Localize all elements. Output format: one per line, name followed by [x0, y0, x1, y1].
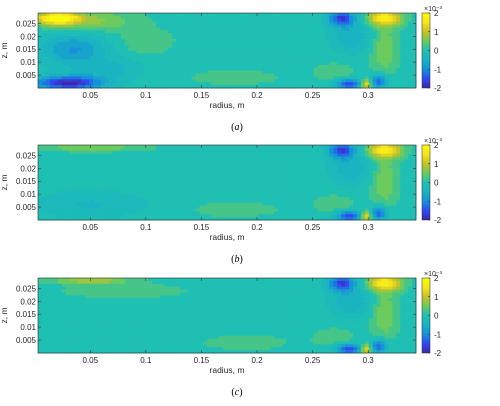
- panel-c: 0.05 0.1 0.15 0.2 0.25 0.3 0.005 0.01 0.015 0.02 0…: [0, 271, 443, 398]
- colorbar-tick-label: 2: [434, 9, 439, 18]
- colorbar-tick-label: 2: [434, 274, 439, 283]
- x-tick-label: 0.3: [363, 223, 375, 232]
- x-tick-label: 0.15: [194, 223, 210, 232]
- colorbar: 2 1 0 -1 -2 ×10⁻³: [421, 6, 443, 93]
- panel-caption: (b): [231, 254, 243, 265]
- panel-caption: (a): [231, 122, 243, 133]
- x-tick-label: 0.3: [363, 356, 375, 365]
- y-tick-label: 0.025: [16, 151, 37, 160]
- field-c: [38, 278, 417, 354]
- colorbar-tick-label: 2: [434, 141, 439, 150]
- y-axis-label: z, m: [0, 42, 9, 58]
- x-tick-label: 0.1: [140, 91, 152, 100]
- field-a: [38, 13, 417, 89]
- x-tick-label: 0.3: [363, 91, 375, 100]
- panel-b: 0.05 0.1 0.15 0.2 0.25 0.3 0.005 0.01 0.015 0.02 0…: [0, 138, 443, 265]
- panel-a: 0.05 0.1 0.15 0.2 0.25 0.3 0.005 0.01 0.015 0.02 0…: [0, 6, 443, 133]
- x-tick-label: 0.25: [305, 223, 321, 232]
- colorbar-exponent: ×10⁻³: [424, 138, 443, 145]
- colorbar-tick-label: -1: [434, 330, 442, 339]
- x-tick-label: 0.1: [140, 356, 152, 365]
- colorbar-tick-label: 0: [434, 179, 439, 188]
- y-tick-label: 0.01: [20, 323, 36, 332]
- colorbar-tick-label: 1: [434, 28, 439, 37]
- colorbar: 2 1 0 -1 -2 ×10⁻³: [421, 271, 443, 358]
- x-tick-label: 0.15: [194, 356, 210, 365]
- y-tick-label: 0.015: [16, 177, 37, 186]
- axes-frame: [37, 12, 417, 89]
- y-tick-label: 0.01: [20, 58, 36, 67]
- x-tick-label: 0.2: [251, 91, 263, 100]
- y-tick-label: 0.015: [16, 45, 37, 54]
- x-tick-label: 0.1: [140, 223, 152, 232]
- x-tick-label: 0.05: [82, 223, 98, 232]
- colorbar-tick-label: 0: [434, 47, 439, 56]
- axes-frame: [37, 277, 417, 354]
- x-tick-label: 0.2: [251, 356, 263, 365]
- y-tick-label: 0.025: [16, 284, 37, 293]
- x-tick-label: 0.05: [82, 356, 98, 365]
- colorbar-tick-label: -1: [434, 65, 442, 74]
- y-axis-label: z, m: [0, 174, 9, 190]
- colorbar-exponent: ×10⁻³: [424, 6, 443, 13]
- y-axis-label: z, m: [0, 307, 9, 323]
- colorbar-tick-label: -2: [434, 84, 442, 93]
- y-tick-label: 0.01: [20, 190, 36, 199]
- x-axis-label: radius, m: [210, 100, 245, 110]
- axes-frame: [37, 144, 417, 221]
- y-tick-label: 0.025: [16, 19, 37, 28]
- field-b: [38, 145, 417, 221]
- x-tick-label: 0.2: [251, 223, 263, 232]
- colorbar-tick-label: -1: [434, 197, 442, 206]
- colorbar-tick-label: 1: [434, 160, 439, 169]
- y-tick-label: 0.02: [20, 32, 36, 41]
- y-tick-label: 0.005: [16, 336, 37, 345]
- panel-caption: (c): [231, 387, 242, 398]
- x-tick-label: 0.05: [82, 91, 98, 100]
- x-tick-label: 0.25: [305, 91, 321, 100]
- x-axis-label: radius, m: [210, 232, 245, 242]
- y-tick-label: 0.005: [16, 71, 37, 80]
- colorbar: 2 1 0 -1 -2 ×10⁻³: [421, 138, 443, 225]
- colorbar-exponent: ×10⁻³: [424, 271, 443, 278]
- colorbar-tick-label: 0: [434, 312, 439, 321]
- colorbar-tick-label: -2: [434, 349, 442, 358]
- x-tick-label: 0.25: [305, 356, 321, 365]
- colorbar-tick-label: 1: [434, 293, 439, 302]
- colorbar-tick-label: -2: [434, 216, 442, 225]
- y-tick-label: 0.005: [16, 203, 37, 212]
- y-tick-label: 0.02: [20, 297, 36, 306]
- x-tick-label: 0.15: [194, 91, 210, 100]
- y-tick-label: 0.015: [16, 310, 37, 319]
- x-axis-label: radius, m: [210, 365, 245, 375]
- y-tick-label: 0.02: [20, 164, 36, 173]
